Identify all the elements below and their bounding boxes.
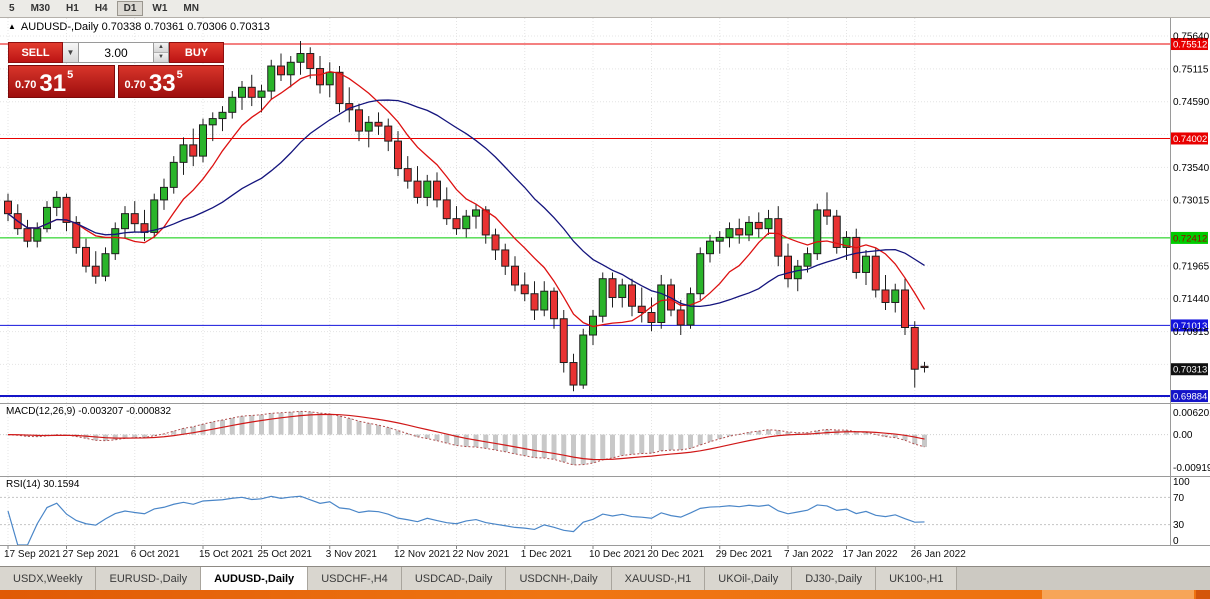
svg-text:30: 30 bbox=[1173, 520, 1185, 531]
tab-usdcnh-daily[interactable]: USDCNH-,Daily bbox=[506, 567, 612, 590]
svg-text:0.006201: 0.006201 bbox=[1173, 408, 1210, 419]
timeframe-button-h4[interactable]: H4 bbox=[88, 1, 115, 16]
svg-text:15 Oct 2021: 15 Oct 2021 bbox=[199, 549, 254, 560]
price-axis[interactable]: 0.75640 0.75115 0.74590 0.73540 0.73015 0.719… bbox=[1171, 32, 1210, 376]
svg-text:0.69884: 0.69884 bbox=[1173, 392, 1207, 403]
macd-signal-line bbox=[7, 413, 925, 461]
macd-main-line bbox=[7, 410, 925, 466]
svg-text:1 Dec 2021: 1 Dec 2021 bbox=[521, 549, 573, 560]
moving-average-8 bbox=[7, 71, 926, 328]
tab-audusd-daily[interactable]: AUDUSD-,Daily bbox=[201, 567, 309, 590]
timeframe-button-5[interactable]: 5 bbox=[2, 1, 22, 16]
timeframe-button-mn[interactable]: MN bbox=[176, 1, 206, 16]
svg-text:0.72412: 0.72412 bbox=[1173, 233, 1207, 244]
tab-usdx-weekly[interactable]: USDX,Weekly bbox=[0, 567, 97, 590]
horizontal-scrollbar[interactable] bbox=[1042, 590, 1194, 599]
tab-dj30-daily[interactable]: DJ30-,Daily bbox=[792, 567, 877, 590]
one-click-trading-panel: SELL ▼ 3.00 ▲ ▼ BUY 0.70 31 5 0.70 33 5 bbox=[8, 42, 224, 98]
svg-text:17 Jan 2022: 17 Jan 2022 bbox=[843, 549, 898, 560]
svg-text:0.70915: 0.70915 bbox=[1173, 327, 1210, 338]
sell-price-pip: 5 bbox=[67, 69, 74, 81]
timeframe-button-w1[interactable]: W1 bbox=[145, 1, 174, 16]
volume-stepper: ▲ ▼ bbox=[154, 42, 169, 63]
tab-eurusd-daily[interactable]: EURUSD-,Daily bbox=[96, 567, 202, 590]
svg-text:6 Oct 2021: 6 Oct 2021 bbox=[131, 549, 180, 560]
tab-usdchf-h4[interactable]: USDCHF-,H4 bbox=[308, 567, 402, 590]
svg-text:70: 70 bbox=[1173, 493, 1185, 504]
svg-text:3 Nov 2021: 3 Nov 2021 bbox=[326, 549, 378, 560]
svg-text:0.75640: 0.75640 bbox=[1173, 32, 1210, 43]
bottom-status-strip bbox=[0, 590, 1210, 599]
sell-button[interactable]: SELL bbox=[8, 42, 63, 63]
scrollbar-end-cap bbox=[1196, 590, 1210, 599]
macd-indicator-label: MACD(12,26,9) -0.003207 -0.000832 bbox=[6, 406, 172, 417]
svg-text:7 Jan 2022: 7 Jan 2022 bbox=[784, 549, 834, 560]
timeframe-button-m30[interactable]: M30 bbox=[24, 1, 57, 16]
chart-symbol-line: ▲ AUDUSD-,Daily 0.70338 0.70361 0.70306 … bbox=[8, 21, 270, 33]
sell-price-big-digits: 31 bbox=[39, 69, 67, 97]
svg-text:0.71965: 0.71965 bbox=[1173, 261, 1210, 272]
svg-text:0.70313: 0.70313 bbox=[1173, 365, 1207, 376]
svg-text:12 Nov 2021: 12 Nov 2021 bbox=[394, 549, 451, 560]
volume-dropdown-button[interactable]: ▼ bbox=[63, 42, 79, 63]
svg-text:0.73540: 0.73540 bbox=[1173, 163, 1210, 174]
svg-text:100: 100 bbox=[1173, 477, 1190, 488]
svg-text:26 Jan 2022: 26 Jan 2022 bbox=[911, 549, 966, 560]
time-axis[interactable]: 17 Sep 2021 27 Sep 2021 6 Oct 2021 15 Oct 2… bbox=[4, 546, 966, 560]
ohlc-marker-icon: ▲ bbox=[8, 22, 16, 31]
svg-text:0.75512: 0.75512 bbox=[1173, 40, 1207, 51]
chevron-down-icon: ▼ bbox=[66, 48, 75, 57]
volume-decrease-button[interactable]: ▼ bbox=[154, 53, 168, 62]
svg-text:20 Dec 2021: 20 Dec 2021 bbox=[648, 549, 705, 560]
tab-ukoil-daily[interactable]: UKOil-,Daily bbox=[705, 567, 793, 590]
timeframe-button-h1[interactable]: H1 bbox=[59, 1, 86, 16]
buy-price-pip: 5 bbox=[176, 69, 183, 81]
svg-text:0.00: 0.00 bbox=[1173, 430, 1193, 441]
svg-text:0.75115: 0.75115 bbox=[1173, 64, 1209, 75]
svg-text:27 Sep 2021: 27 Sep 2021 bbox=[63, 549, 120, 560]
tab-uk100-h1[interactable]: UK100-,H1 bbox=[876, 567, 958, 590]
svg-text:29 Dec 2021: 29 Dec 2021 bbox=[716, 549, 773, 560]
tab-usdcad-daily[interactable]: USDCAD-,Daily bbox=[401, 567, 507, 590]
svg-text:17 Sep 2021: 17 Sep 2021 bbox=[4, 549, 61, 560]
svg-text:0.73015: 0.73015 bbox=[1173, 196, 1210, 207]
sell-price-prefix: 0.70 bbox=[15, 79, 37, 91]
rsi-line bbox=[7, 495, 925, 546]
volume-input[interactable]: 3.00 bbox=[79, 42, 154, 63]
timeframe-toolbar: 5 M30 H1 H4 D1 W1 MN bbox=[0, 0, 1210, 18]
moving-average-21 bbox=[7, 99, 925, 308]
svg-text:25 Oct 2021: 25 Oct 2021 bbox=[258, 549, 313, 560]
buy-price-big-digits: 33 bbox=[148, 69, 176, 97]
tab-xauusd-h1[interactable]: XAUUSD-,H1 bbox=[611, 567, 706, 590]
buy-price-prefix: 0.70 bbox=[124, 79, 146, 91]
svg-text:22 Nov 2021: 22 Nov 2021 bbox=[453, 549, 510, 560]
rsi-indicator-label: RSI(14) 30.1594 bbox=[6, 479, 80, 490]
svg-text:-0.009197: -0.009197 bbox=[1173, 463, 1210, 474]
candlestick-series[interactable] bbox=[4, 41, 929, 392]
svg-text:10 Dec 2021: 10 Dec 2021 bbox=[589, 549, 646, 560]
svg-text:0: 0 bbox=[1173, 536, 1179, 547]
svg-text:0.74002: 0.74002 bbox=[1173, 134, 1207, 145]
symbol-ohlc-text: AUDUSD-,Daily 0.70338 0.70361 0.70306 0.… bbox=[20, 21, 270, 33]
svg-text:0.74590: 0.74590 bbox=[1173, 97, 1210, 108]
sell-price-button[interactable]: 0.70 31 5 bbox=[8, 65, 115, 98]
timeframe-button-d1[interactable]: D1 bbox=[116, 1, 144, 16]
chart-tabs: USDX,Weekly EURUSD-,Daily AUDUSD-,Daily USD… bbox=[0, 566, 1210, 590]
horizontal-level-lines[interactable]: 0.75512 0.74002 0.72412 0.71013 0.69884 bbox=[0, 38, 1208, 403]
buy-price-button[interactable]: 0.70 33 5 bbox=[117, 65, 224, 98]
svg-text:0.71440: 0.71440 bbox=[1173, 294, 1210, 305]
svg-text:0.71013: 0.71013 bbox=[1173, 321, 1207, 332]
volume-increase-button[interactable]: ▲ bbox=[154, 43, 168, 53]
buy-button[interactable]: BUY bbox=[169, 42, 224, 63]
